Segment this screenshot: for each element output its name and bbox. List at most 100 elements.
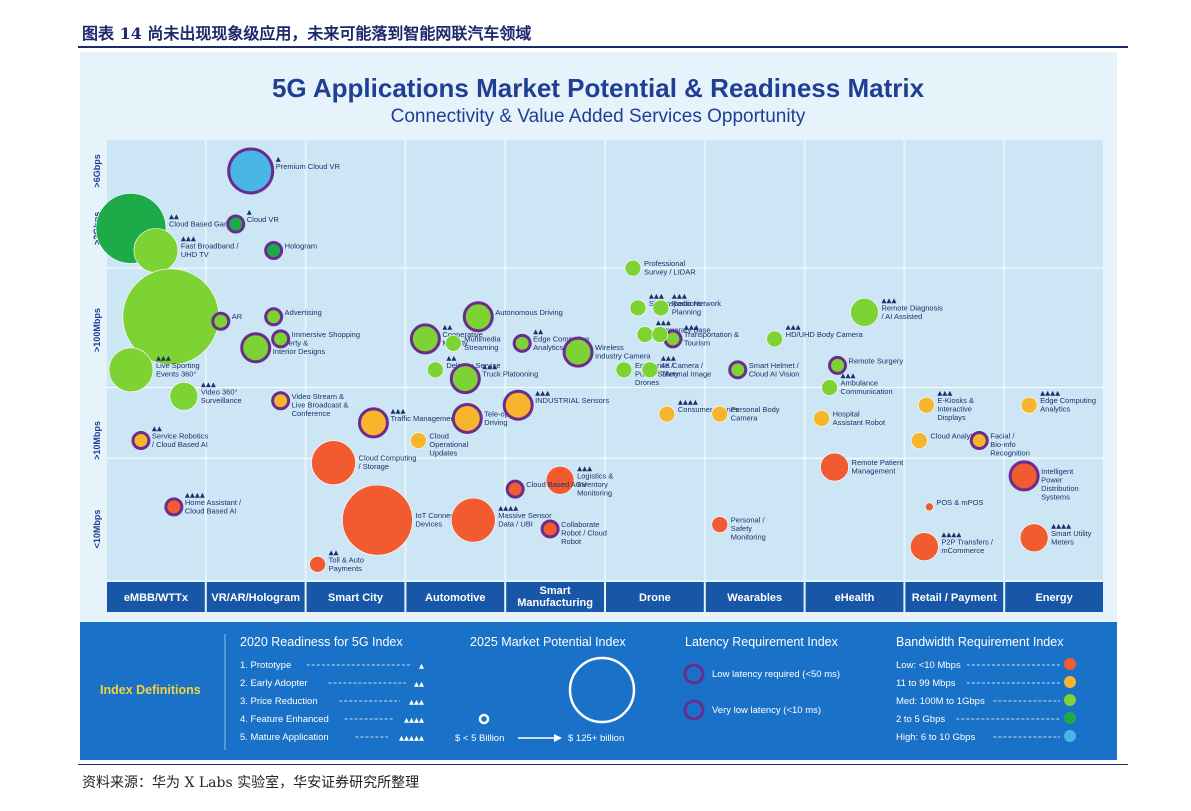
- category-label: Smart City: [328, 592, 384, 604]
- bubble-label: Surveillance: [201, 396, 242, 405]
- bubble-mark: [164, 497, 184, 517]
- readiness-item: 3. Price Reduction: [240, 696, 318, 707]
- bubble-label: Interior Designs: [273, 347, 326, 356]
- bubble-label: Traffic Management: [390, 414, 457, 423]
- bubble-label: Home Assistant /: [185, 498, 242, 507]
- category-column: [805, 140, 904, 580]
- bubble-label: Streaming: [464, 343, 498, 352]
- category-column: [606, 140, 704, 580]
- bubble-mark: [445, 335, 462, 352]
- bubble-label: Cooperative: [442, 330, 482, 339]
- bubble-label: Monitoring: [731, 533, 766, 542]
- bubble-mark: [925, 502, 934, 512]
- bubble-label: Intelligent: [1041, 467, 1074, 476]
- bubble-label: AR: [232, 312, 243, 321]
- chart-title: 5G Applications Market Potential & Readi…: [272, 73, 925, 103]
- bandwidth-swatch: [1064, 658, 1076, 670]
- readiness-title: 2020 Readiness for 5G Index: [240, 635, 403, 649]
- bubble-mark: [651, 326, 669, 343]
- bubble-label: Safety: [731, 524, 753, 533]
- bubble-label: Management: [852, 467, 897, 476]
- arrow-head-icon: [554, 734, 562, 742]
- bubble-mark: [427, 361, 444, 379]
- bubble-label: Ambulance: [841, 379, 879, 388]
- bubble-label: Operational: [429, 440, 468, 449]
- bubble-label: IoT Connected: [415, 511, 464, 520]
- application-bubble: Remote Surgery: [828, 355, 904, 375]
- bubble-mark: [169, 382, 199, 411]
- bandwidth-swatch: [1064, 676, 1076, 688]
- latency-ring-icon: [683, 663, 705, 685]
- category-tab: [506, 582, 604, 612]
- bubble-label: Conference: [292, 409, 331, 418]
- bubble-label: Consumer Drones: [678, 405, 739, 414]
- bubble-mark: [450, 497, 496, 543]
- bubble-mark: [342, 484, 413, 556]
- bubble-mark: [562, 336, 594, 368]
- bubble-label: Drones: [635, 378, 659, 387]
- readiness-triangles: ▲▲▲: [786, 323, 801, 331]
- bubble-label: Tourism: [684, 338, 710, 347]
- latency-ring-icon: [683, 699, 705, 721]
- bubble-mark: [615, 361, 633, 379]
- bubble-label: Industry Camera: [595, 352, 651, 361]
- bubble-label: Remote Surgery: [849, 356, 904, 365]
- category-label: eHealth: [835, 592, 875, 604]
- potential-max-circle: [568, 656, 636, 724]
- application-bubble: Cloud Computing/ Storage: [311, 440, 417, 485]
- bubble-label: Massive Sensor: [498, 511, 552, 520]
- bubble-label: Communication: [841, 387, 893, 396]
- readiness-triangles: ▲▲▲: [841, 372, 856, 380]
- readiness-triangles: ▲▲▲: [482, 363, 497, 371]
- bubble-label: mCommerce: [941, 546, 984, 555]
- bubble-label: / Cloud Based AI: [152, 440, 208, 449]
- bubble-label: Live Sporting: [156, 361, 200, 370]
- bubble-label: Property &: [273, 339, 308, 348]
- bubble-label: HD/UHD Body Camera: [786, 330, 864, 339]
- readiness-triangles: ▲▲▲: [656, 318, 671, 326]
- bubble-label: Remote Diagnosis: [881, 303, 943, 312]
- bubble-label: POS & mPOS: [936, 498, 983, 507]
- application-bubble: ▲▲▲Fast Broadband /UHD TV: [133, 228, 239, 273]
- readiness-triangles: ▲▲: [533, 327, 543, 335]
- readiness-triangles: ▲▲▲▲: [1040, 389, 1060, 397]
- readiness-triangles: ▲▲▲: [672, 292, 687, 300]
- category-label: Energy: [1035, 592, 1073, 604]
- readiness-triangles: ▲▲▲▲▲: [399, 734, 424, 742]
- readiness-triangles: ▲▲▲: [577, 464, 592, 472]
- potential-min-circle: [478, 713, 490, 725]
- readiness-triangles: ▲▲▲: [881, 296, 896, 304]
- bubble-label: Payments: [329, 564, 363, 573]
- bubble-label: Robot / Cloud: [561, 528, 607, 537]
- bubble-label: Cloud Based AI: [185, 506, 237, 515]
- latency-title: Latency Requirement Index: [685, 635, 839, 649]
- bandwidth-title: Bandwidth Requirement Index: [896, 635, 1064, 649]
- bubble-label: Power: [1041, 475, 1063, 484]
- bubble-label: Site Inspections: [649, 299, 702, 308]
- bubble-mark: [540, 519, 560, 539]
- bubble-label: Inventory: [577, 480, 608, 489]
- readiness-item: 2. Early Adopter: [240, 678, 308, 689]
- application-bubble: ▲▲Delivery Service: [427, 354, 501, 379]
- application-bubble: Hologram: [264, 241, 317, 260]
- category-label: Smart: [540, 585, 572, 597]
- bubble-label: Transportation &: [684, 330, 739, 339]
- bubble-label: Cloud Computing: [359, 454, 417, 463]
- bubble-mark: [227, 147, 275, 195]
- readiness-triangles: ▲▲: [169, 212, 179, 220]
- category-column: [1005, 140, 1103, 580]
- bubble-label: Premium Cloud VR: [276, 162, 341, 171]
- application-bubble: ▲▲▲Site Inspections: [629, 292, 702, 317]
- bubble-label: Video 360°: [201, 387, 238, 396]
- readiness-triangles: ▲▲: [442, 323, 452, 331]
- readiness-triangles: ▲▲▲: [661, 354, 676, 362]
- application-bubble: Property &Interior Designs: [240, 332, 326, 364]
- potential-max-label: $ 125+ billion: [568, 733, 624, 744]
- latency-item: Very low latency (<10 ms): [712, 705, 821, 716]
- bubble-label: Cloud: [429, 432, 449, 441]
